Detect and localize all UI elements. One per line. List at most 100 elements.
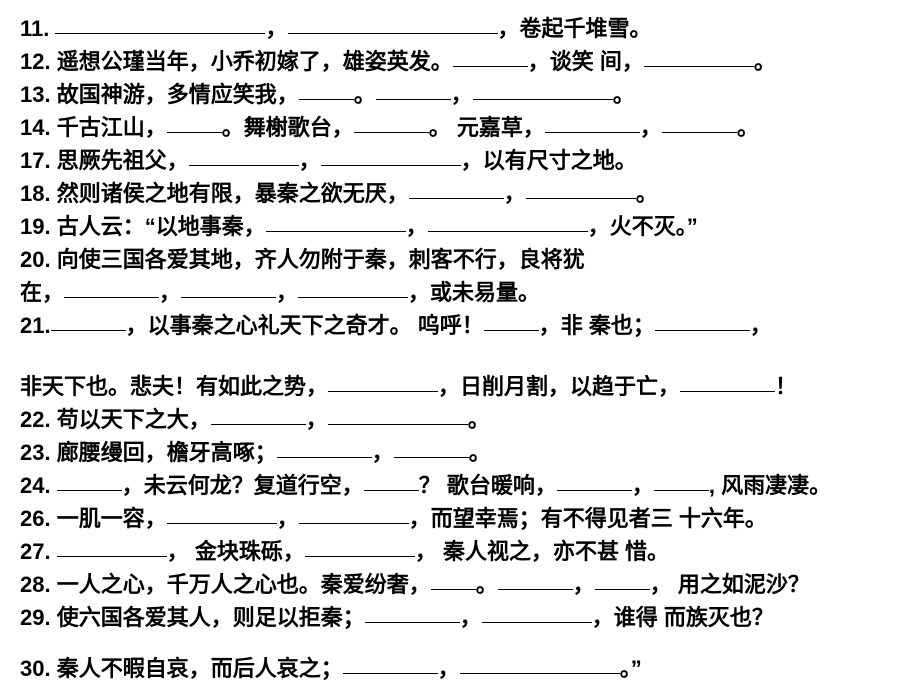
line-21b: 非天下也。悲夫！有如此之势，，日削月割，以趋于亡，！ (20, 370, 900, 403)
text: 。 (476, 572, 498, 597)
blank[interactable] (644, 44, 754, 67)
blank[interactable] (211, 402, 306, 425)
blank[interactable] (394, 435, 469, 458)
text: ，未云何龙？复道行空， (122, 473, 364, 498)
line-14: 14. 千古江山，。舞榭歌台，。 元嘉草，，。 (20, 111, 900, 144)
line-12: 12. 遥想公瑾当年，小乔初嫁了，雄姿英发。，谈笑 间，。 (20, 45, 900, 78)
blank[interactable] (680, 369, 775, 392)
text: 17. 思厥先祖父， (20, 148, 189, 173)
text: ， (504, 181, 526, 206)
blank[interactable] (51, 308, 126, 331)
text: ，谁得 而族灭也？ (592, 605, 774, 630)
blank[interactable] (484, 308, 539, 331)
line-24: 24. ，未云何龙？复道行空， ？ 歌台暖响， ， , 风雨凄凄。 (20, 469, 900, 502)
blank[interactable] (365, 600, 460, 623)
text: ， (632, 473, 654, 498)
blank[interactable] (654, 468, 709, 491)
blank[interactable] (167, 110, 222, 133)
blank[interactable] (453, 44, 528, 67)
text: 13. 故国神游，多情应笑我， (20, 82, 299, 107)
text: ， (306, 407, 328, 432)
text: ， (460, 605, 482, 630)
blank[interactable] (526, 176, 636, 199)
blank[interactable] (473, 77, 613, 100)
blank[interactable] (343, 651, 438, 674)
text: ，或未易量。 (408, 280, 540, 305)
text: 20. 向使三国各爱其地，齐人勿附于秦，刺客不行，良将犹 (20, 247, 585, 272)
blank[interactable] (364, 468, 419, 491)
text: ， 金块珠砾， (167, 539, 305, 564)
text: 22. 苟以天下之大， (20, 407, 211, 432)
text: ，非 秦也； (539, 313, 655, 338)
blank[interactable] (545, 110, 640, 133)
line-20: 20. 向使三国各爱其地，齐人勿附于秦，刺客不行，良将犹 在，，，，或未易量。 (20, 243, 900, 309)
text: ， (277, 506, 299, 531)
blank[interactable] (595, 567, 650, 590)
text: ， (276, 280, 298, 305)
blank[interactable] (57, 468, 122, 491)
text: 24. (20, 473, 57, 498)
text: ， (573, 572, 595, 597)
text: 18. 然则诸侯之地有限，暴秦之欲无厌， (20, 181, 409, 206)
blank[interactable] (299, 501, 409, 524)
blank[interactable] (288, 11, 498, 34)
blank[interactable] (305, 534, 415, 557)
blank[interactable] (557, 468, 632, 491)
blank[interactable] (354, 110, 429, 133)
text: ， (438, 656, 460, 681)
blank[interactable] (428, 209, 588, 232)
blank[interactable] (460, 651, 620, 674)
blank[interactable] (277, 435, 372, 458)
text: 。 (613, 82, 635, 107)
blank[interactable] (482, 600, 592, 623)
text: ？ 歌台暖响， (419, 473, 557, 498)
text: 。” (620, 656, 642, 681)
text: 11. (20, 16, 55, 41)
text: 29. 使六国各爱其人，则足以拒秦； (20, 605, 365, 630)
blank[interactable] (181, 275, 276, 298)
blank[interactable] (328, 369, 438, 392)
blank[interactable] (57, 534, 167, 557)
blank[interactable] (431, 567, 476, 590)
blank[interactable] (299, 77, 354, 100)
text: 。 (469, 440, 491, 465)
blank[interactable] (189, 143, 299, 166)
text: 14. 千古江山， (20, 115, 167, 140)
blank[interactable] (498, 567, 573, 590)
text: 非天下也。悲夫！有如此之势， (20, 374, 328, 399)
blank[interactable] (64, 275, 159, 298)
text: ，卷起千堆雪。 (498, 16, 652, 41)
text: 。 (636, 181, 658, 206)
text: ， 秦人视之，亦不甚 惜。 (415, 539, 669, 564)
line-28: 28. 一人之心，千万人之心也。秦爱纷奢，。，， 用之如泥沙？ (20, 568, 900, 601)
text: ，火不灭。” (588, 214, 698, 239)
line-27: 27. ， 金块珠砾， ， 秦人视之，亦不甚 惜。 (20, 535, 900, 568)
blank[interactable] (328, 402, 468, 425)
line-19: 19. 古人云：“以地事秦，，，火不灭。” (20, 210, 900, 243)
text: , 风雨凄凄。 (709, 473, 831, 498)
line-11: 11. ，，卷起千堆雪。 (20, 12, 900, 45)
text: 26. 一肌一容， (20, 506, 167, 531)
text: 23. 廊腰缦回，檐牙高啄； (20, 440, 277, 465)
blank[interactable] (662, 110, 737, 133)
blank[interactable] (321, 143, 461, 166)
text: 27. (20, 539, 57, 564)
text: 。 (354, 82, 376, 107)
text: ，以事秦之心礼天下之奇才。 呜呼！ (126, 313, 484, 338)
text: ， 用之如泥沙？ (650, 572, 810, 597)
blank[interactable] (376, 77, 451, 100)
text: ，日削月割，以趋于亡， (438, 374, 680, 399)
blank[interactable] (55, 11, 265, 34)
blank[interactable] (655, 308, 750, 331)
text: 在， (20, 280, 64, 305)
text: ， (406, 214, 428, 239)
line-21a: 21.，以事秦之心礼天下之奇才。 呜呼！，非 秦也；， (20, 309, 900, 342)
blank[interactable] (298, 275, 408, 298)
line-26: 26. 一肌一容，，，而望幸焉；有不得见者三 十六年。 (20, 502, 900, 535)
blank[interactable] (266, 209, 406, 232)
text: 。 (737, 115, 759, 140)
line-30: 30. 秦人不暇自哀，而后人哀之；，。” (20, 652, 900, 685)
blank[interactable] (409, 176, 504, 199)
line-23: 23. 廊腰缦回，檐牙高啄；，。 (20, 436, 900, 469)
blank[interactable] (167, 501, 277, 524)
